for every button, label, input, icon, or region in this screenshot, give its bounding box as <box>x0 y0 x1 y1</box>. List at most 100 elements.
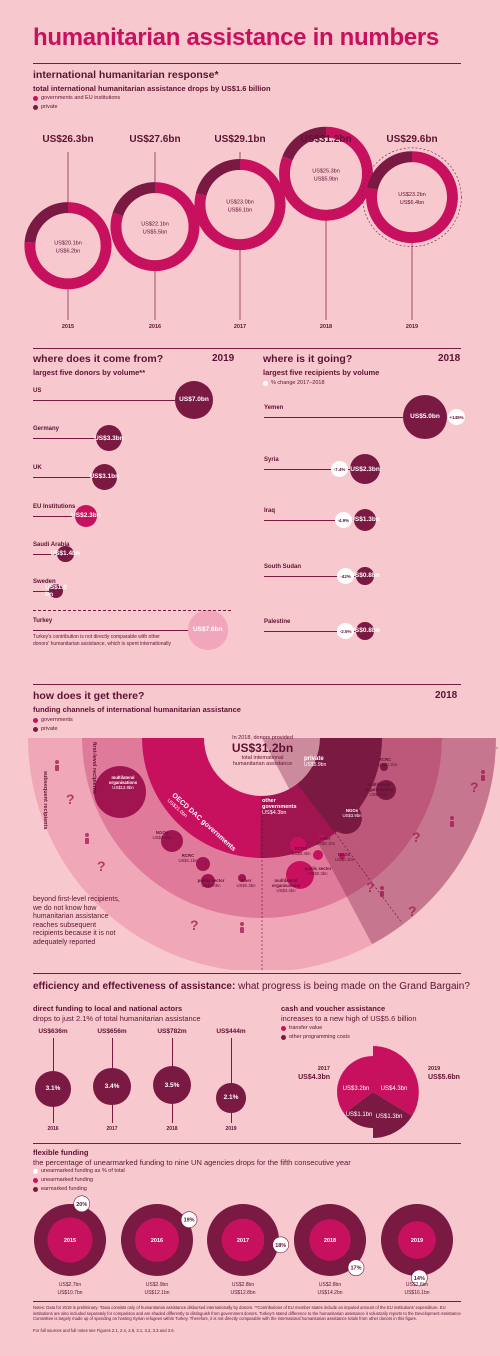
legend-label: other programming costs <box>289 1034 350 1040</box>
donor-name: EU Institutions <box>33 504 76 510</box>
question-icon: ? <box>190 917 199 933</box>
local-amount: US$444m <box>216 1028 246 1035</box>
donut-private-arc <box>367 151 413 191</box>
channels-subtitle: funding channels of international humani… <box>33 705 241 714</box>
channels-heading: how does it get there? <box>33 690 145 702</box>
person-icon <box>450 821 454 827</box>
page-title: humanitarian assistance in numbers <box>33 24 439 51</box>
channel-node-label: NGOs US$0.1bn <box>335 852 354 862</box>
flex-earmarked-label: US$16.1bn <box>404 1290 429 1296</box>
donor-bubble: US$1.0 bn <box>45 583 67 599</box>
legend-swatch <box>33 717 38 723</box>
ring-label-first: first-level recipients <box>91 742 97 794</box>
node-value: US$1.1bn <box>178 858 198 863</box>
node-name: other <box>319 836 331 841</box>
channels-center: In 2018, donors provided US$31.2bn total… <box>205 735 320 767</box>
flex-svg: 2015 20% US$2.7bn US$10.7bn 2016 19% US$2.9bn U… <box>34 1195 453 1296</box>
cash-2019-transfer-label: US$4.3bn <box>381 1086 408 1092</box>
donors-subtitle: largest five donors by volume** <box>33 368 146 377</box>
flex-unearmarked-circle <box>221 1218 265 1262</box>
donor-line <box>33 516 76 517</box>
cash-2019-total: US$5.6bn <box>428 1074 460 1081</box>
flex-unearmarked-label: US$2.9bn <box>146 1282 168 1288</box>
center-intro: In 2018, donors provided <box>232 735 293 741</box>
person-icon <box>55 760 59 764</box>
ngos-bubble <box>330 802 362 834</box>
donor-name: Sweden <box>33 579 56 585</box>
person-icon <box>380 891 384 897</box>
person-icon <box>481 775 485 781</box>
donor-name: UK <box>33 465 42 471</box>
subsequent-ring <box>28 738 496 970</box>
flex-unearmarked-label: US$2.7bn <box>59 1282 81 1288</box>
divider <box>33 684 461 685</box>
recipients-subtitle: largest five recipients by volume <box>263 368 380 377</box>
flex-unearmarked-circle <box>398 1221 436 1259</box>
flex-unearmarked-label: US$2.8bn <box>232 1282 254 1288</box>
node-value: US$1.0bn <box>201 883 221 888</box>
divider <box>33 348 461 349</box>
divider <box>33 63 461 64</box>
recipient-bubble: US$1.3bn <box>350 508 380 532</box>
donor-line <box>33 400 176 401</box>
recipient-bubble: US$5.0bn <box>402 394 448 440</box>
donut-hole <box>377 162 447 233</box>
donut-hole <box>121 193 189 261</box>
channel-node-label: other US$0.1bn <box>316 836 336 846</box>
donut-private-arc <box>195 158 241 197</box>
cash-2019-other-label: US$1.3bn <box>376 1114 403 1120</box>
local-bubble: 3.1% <box>35 1071 71 1107</box>
center-total: US$31.2bn <box>231 741 294 755</box>
local-amount: US$782m <box>157 1028 187 1035</box>
legend-governments: governments <box>33 717 73 723</box>
legend-swatch <box>33 104 38 110</box>
divider <box>33 1301 461 1302</box>
donut-hole <box>290 137 362 210</box>
donut-private-label: US$6.2bn <box>56 249 80 255</box>
turkey-divider <box>33 610 231 611</box>
donut-private-arc <box>282 126 327 161</box>
recipient-change-badge: -4.9% <box>334 512 352 528</box>
node-value: US$3.9bn <box>342 813 362 818</box>
question-icon: ? <box>366 879 375 895</box>
donor-name: Germany <box>33 426 60 432</box>
donor-name: Turkey <box>33 618 53 624</box>
local-bubble: 3.5% <box>153 1066 191 1105</box>
node-value: US$0.4bn <box>291 851 311 856</box>
node-value: US$0.6bn <box>369 792 389 797</box>
donut-private-label: US$6.4bn <box>400 200 424 206</box>
donor-bubble: US$7.6bn <box>188 610 228 650</box>
channel-node-label: RCRC US$0.4bn <box>288 846 314 856</box>
donut-total-label: US$27.6bn <box>129 134 180 145</box>
donut-government-arc <box>110 182 200 272</box>
multilateral-bubble <box>376 780 396 800</box>
flex-pct-label: 18% <box>275 1243 286 1249</box>
recipient-line <box>264 469 350 470</box>
other-gov-value: US$4.3bn <box>262 810 287 816</box>
efficiency-heading-bold: efficiency and effectiveness of assistan… <box>33 981 236 992</box>
cash-2017-transfer-label: US$3.2bn <box>343 1086 370 1092</box>
flex-legend-earmarked: earmarked funding <box>33 1186 87 1192</box>
flex-earmarked-label: US$10.7bn <box>57 1290 82 1296</box>
question-icon: ? <box>412 829 421 845</box>
flex-pct-label: 14% <box>414 1276 425 1282</box>
flex-year-label: 2017 <box>237 1238 249 1244</box>
channel-node-label: NGOs US$3.9bn <box>340 808 364 818</box>
recipients-year: 2018 <box>438 353 461 364</box>
legend-label: unearmarked funding as % of total <box>41 1168 125 1174</box>
donut-private-label: US$5.9bn <box>314 177 338 183</box>
public-sector-bubble <box>313 850 323 860</box>
donor-bubble: US$1.4bn <box>50 545 80 563</box>
legend-label: governments <box>41 717 73 723</box>
local-bubble: 3.4% <box>93 1067 131 1106</box>
node-value: US$4.6bn <box>152 835 172 840</box>
node-value: US$0.1bn <box>316 841 336 846</box>
flex-unearmarked-circle <box>309 1219 351 1261</box>
preliminary-ring <box>362 147 462 247</box>
cash-subtitle: increases to a new high of US$5.6 billio… <box>281 1014 417 1023</box>
funding-channels-diagram: ? ? ? ? ? ? ? <box>28 738 500 970</box>
legend-label: private <box>41 726 58 732</box>
cash-2017-other-label: US$1.1bn <box>346 1112 373 1118</box>
flex-legend-unearmarked: unearmarked funding <box>33 1177 93 1183</box>
donut-private-arc <box>112 182 156 217</box>
